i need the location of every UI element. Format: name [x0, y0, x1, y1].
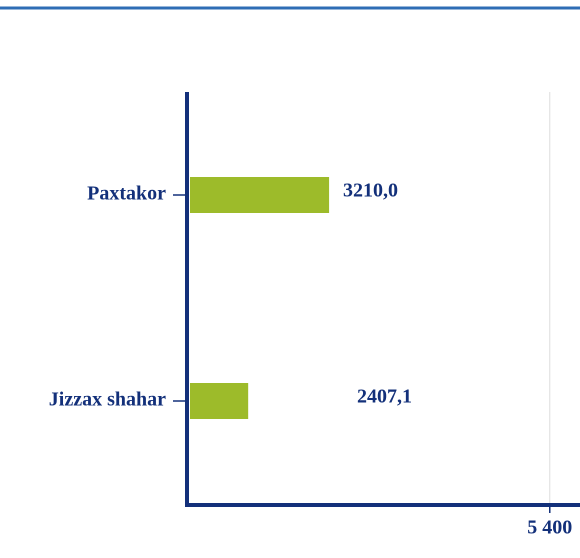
bar	[190, 177, 330, 213]
bar	[190, 383, 249, 419]
y-tick-label: Jizzax shahar	[49, 389, 166, 411]
y-tick-label: Paxtakor	[87, 183, 166, 205]
x-tick-label: 5 400	[527, 517, 572, 539]
value-label: 2407,1	[357, 386, 412, 408]
value-label: 3210,0	[343, 180, 398, 202]
